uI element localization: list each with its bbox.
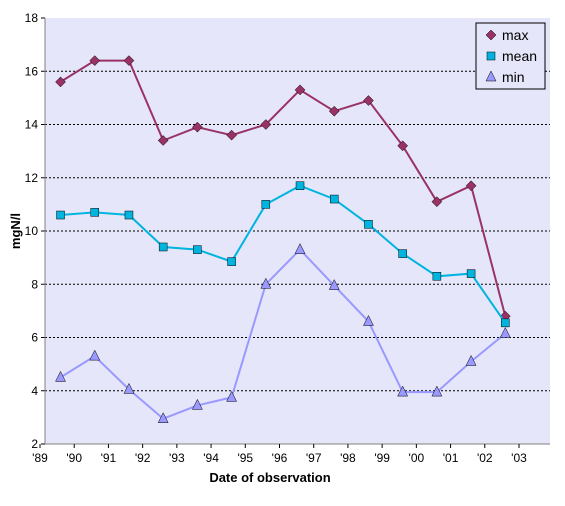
legend-label-min: min	[502, 69, 525, 85]
data-point-mean	[227, 257, 236, 266]
data-point-max	[89, 55, 101, 66]
data-point-min	[363, 314, 374, 326]
series-line-max	[59, 59, 507, 317]
x-tick-label: '97	[306, 451, 322, 465]
data-point-min	[191, 398, 203, 410]
data-point-max	[328, 105, 340, 117]
data-point-max	[363, 95, 374, 106]
data-point-mean	[501, 318, 510, 328]
legend-label-max: max	[502, 27, 528, 43]
data-point-max	[431, 196, 443, 208]
legend-label-mean: mean	[502, 48, 537, 64]
data-point-min	[157, 412, 169, 423]
data-point-max	[260, 119, 272, 130]
data-point-max	[192, 121, 203, 133]
data-point-min	[89, 349, 101, 361]
x-axis-title: Date of observation	[209, 470, 330, 485]
x-tick-label: '89	[32, 451, 48, 465]
data-point-max	[123, 55, 135, 66]
data-point-min	[260, 277, 272, 289]
y-tick-label: 4	[31, 384, 38, 398]
x-tick-label: '95	[237, 451, 253, 465]
x-tick-label: '94	[203, 451, 219, 465]
x-tick-label: '03	[511, 451, 527, 465]
y-axis-title: mgN/l	[8, 213, 23, 249]
legend-marker-mean	[486, 51, 496, 61]
data-point-mean	[90, 208, 99, 217]
x-tick-label: '01	[443, 451, 459, 465]
data-point-mean	[432, 272, 442, 281]
y-tick-label: 8	[31, 277, 38, 291]
data-point-min	[55, 370, 66, 382]
data-point-max	[294, 84, 306, 96]
data-point-min	[397, 385, 409, 397]
x-tick-label: '90	[66, 451, 82, 465]
x-tick-label: '00	[409, 451, 425, 465]
legend-marker-min	[485, 70, 497, 82]
legend-marker-max	[485, 29, 497, 41]
data-point-max	[157, 135, 169, 146]
series-line-mean	[60, 184, 507, 324]
y-tick-label: 10	[25, 224, 39, 238]
data-point-min	[294, 243, 306, 254]
data-point-max	[226, 129, 237, 141]
data-point-mean	[193, 245, 202, 254]
y-tick-label: 18	[25, 11, 39, 25]
x-tick-label: '99	[374, 451, 390, 465]
data-point-mean	[466, 269, 476, 278]
data-point-min	[499, 326, 511, 338]
x-tick-label: '02	[477, 451, 493, 465]
data-point-max	[55, 76, 66, 88]
data-point-mean	[364, 220, 373, 229]
y-tick-label: 16	[25, 64, 39, 78]
data-point-mean	[329, 194, 339, 204]
data-point-min	[123, 382, 135, 394]
data-point-mean	[124, 210, 134, 220]
y-tick-label: 12	[25, 171, 39, 185]
y-tick-labels: 2 4 6 8 10 12 14 16 18	[25, 11, 39, 451]
y-tick-label: 14	[25, 118, 39, 132]
data-point-mean	[295, 181, 305, 190]
series-line-min	[59, 248, 506, 420]
x-tick-labels: '89 '90 '91 '92 '93 '94 '95 '96 '97 '98 '99 '00 '01 '…	[32, 451, 527, 465]
data-point-mean	[261, 200, 271, 209]
y-tick-label: 6	[31, 331, 38, 345]
data-point-max	[465, 180, 477, 192]
x-tick-label: '98	[340, 451, 356, 465]
legend: max mean min	[475, 22, 546, 90]
series-mean	[56, 181, 510, 328]
x-tick-label: '92	[135, 451, 151, 465]
x-tick-label: '93	[169, 451, 185, 465]
axes	[39, 17, 550, 448]
data-point-min	[431, 385, 443, 397]
data-point-min	[465, 354, 477, 366]
data-point-min	[226, 390, 238, 402]
series-min	[55, 243, 511, 423]
data-point-mean	[56, 210, 65, 220]
x-tick-label: '96	[272, 451, 288, 465]
data-series	[55, 55, 511, 423]
x-tick-label: '91	[101, 451, 117, 465]
data-point-mean	[158, 242, 168, 252]
data-point-max	[397, 140, 409, 152]
data-point-min	[328, 279, 340, 290]
y-tick-label: 2	[31, 437, 38, 451]
data-point-mean	[398, 249, 407, 258]
